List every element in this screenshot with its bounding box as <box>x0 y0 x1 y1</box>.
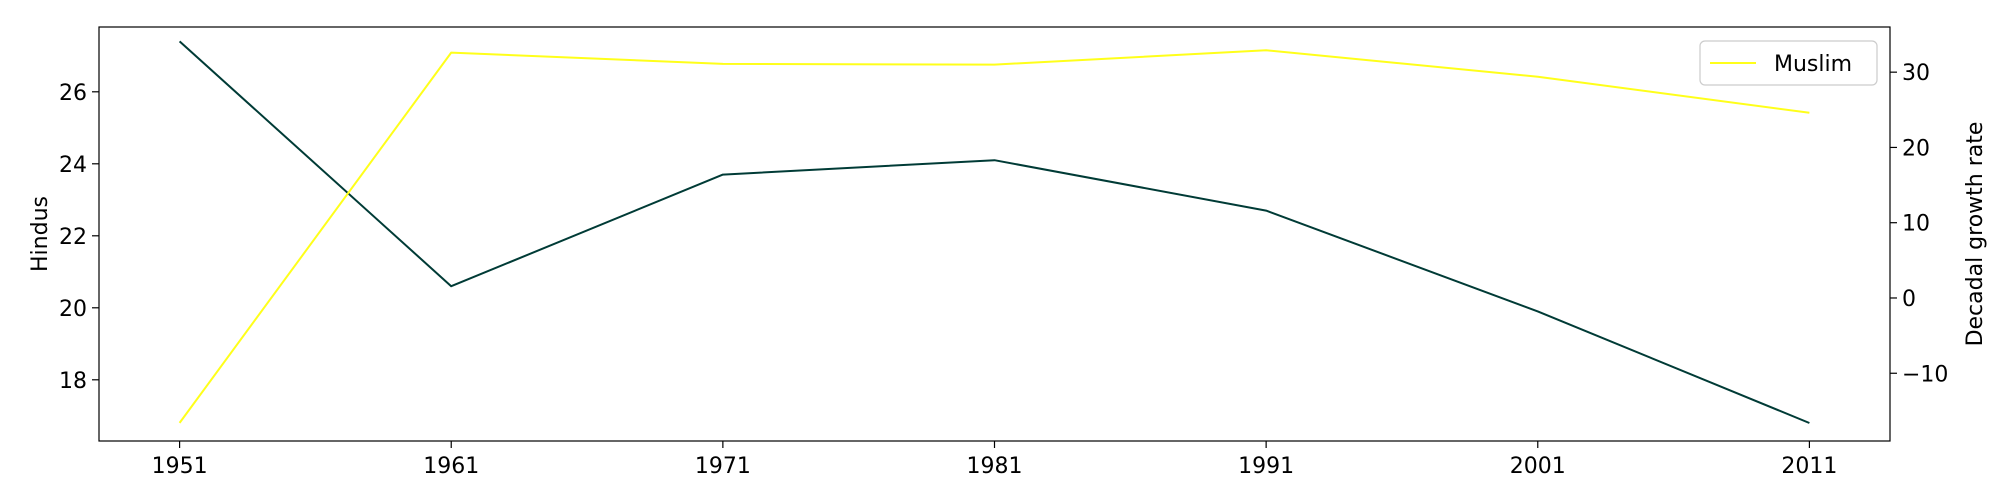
y-right-tick-label: 20 <box>1902 136 1930 161</box>
x-tick-label: 1981 <box>967 454 1023 479</box>
y-left-tick-label: 22 <box>59 225 87 250</box>
x-tick-label: 1951 <box>152 454 208 479</box>
series-layer <box>178 40 1810 424</box>
plot-frame <box>98 26 1891 442</box>
y-left-tick-label: 26 <box>59 81 87 106</box>
y-left-tick-label: 24 <box>59 153 87 178</box>
x-tick-label: 1991 <box>1238 454 1294 479</box>
x-tick-label: 1971 <box>695 454 751 479</box>
y-left-axis-label: Hindus <box>28 196 53 272</box>
legend-label-muslim: Muslim <box>1774 52 1852 77</box>
y-right-tick-label: 0 <box>1902 287 1916 312</box>
y-left-tick-label: 20 <box>59 297 87 322</box>
y-right-tick-label: 10 <box>1902 212 1930 237</box>
y-right-tick-label: −10 <box>1902 362 1948 387</box>
y-right-tick-label: 30 <box>1902 61 1930 86</box>
series-line-muslim <box>178 49 1810 424</box>
y-left-tick-label: 18 <box>59 369 87 394</box>
x-tick-label: 2001 <box>1510 454 1566 479</box>
y-right-axis-label: Decadal growth rate <box>1963 122 1988 347</box>
series-line-left-axis <box>178 40 1810 424</box>
x-tick-label: 2011 <box>1781 454 1837 479</box>
axes-layer <box>92 26 1897 448</box>
legend: Muslim <box>1699 40 1878 86</box>
labels-layer: 1951 1961 1971 1981 1991 2001 2011 18 20 22 24 26 −1… <box>28 61 1988 479</box>
legend-box <box>1699 40 1878 86</box>
x-tick-label: 1961 <box>423 454 479 479</box>
